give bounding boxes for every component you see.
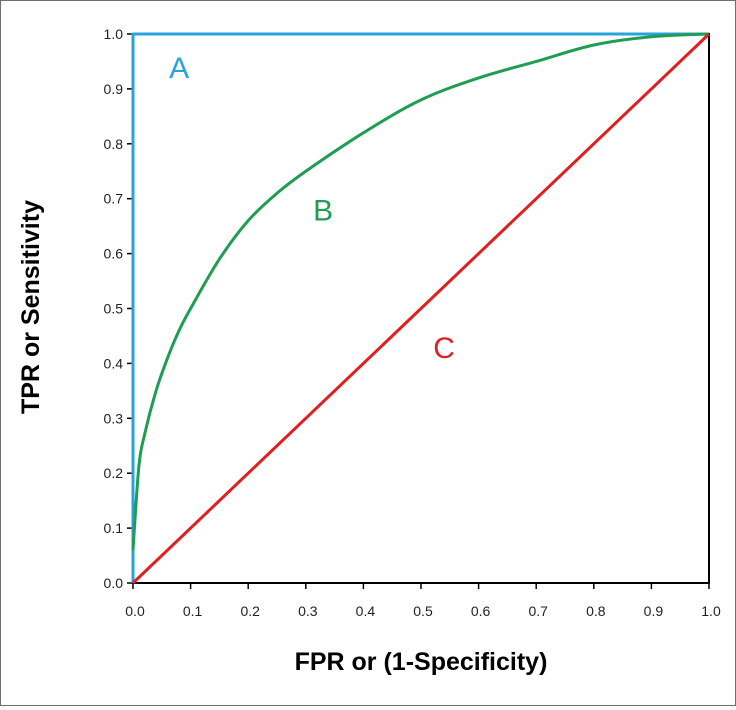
x-tick-label: 0.5 [413, 603, 433, 619]
series-label-a: A [169, 52, 189, 85]
y-tick-label: 0.7 [104, 191, 124, 207]
series-label-c: C [433, 332, 455, 365]
x-tick-label: 0.3 [298, 603, 318, 619]
x-tick-label: 0.2 [240, 603, 260, 619]
series-line-a [131, 32, 709, 583]
x-axis-ticks: 0.0 0.1 0.2 0.3 0.4 0.5 0.6 0.7 0.8 0.9 1.0 [125, 583, 721, 619]
y-tick-label: 0.9 [104, 81, 124, 97]
y-tick-label: 0.5 [104, 301, 124, 317]
series-line-c [131, 32, 711, 585]
y-tick-label: 0.1 [104, 520, 124, 536]
x-tick-label: 0.1 [183, 603, 203, 619]
y-tick-label: 0.3 [104, 410, 124, 426]
y-tick-label: 1.0 [104, 26, 124, 42]
y-tick-label: 0.2 [104, 465, 124, 481]
y-tick-label: 0.8 [104, 136, 124, 152]
y-tick-label: 0.6 [104, 246, 124, 262]
x-tick-label: 0.8 [586, 603, 606, 619]
x-tick-label: 0.6 [471, 603, 491, 619]
y-tick-label: 0.0 [104, 575, 124, 591]
y-axis-ticks: 0.0 0.1 0.2 0.3 0.4 0.5 0.6 0.7 0.8 0.9 1.0 [104, 26, 133, 591]
x-tick-label: 0.0 [125, 603, 145, 619]
x-axis-title: FPR or (1-Specificity) [295, 648, 548, 676]
series-layer: A B C [131, 32, 711, 585]
series-line-b [131, 32, 710, 551]
x-tick-label: 0.9 [644, 603, 664, 619]
x-tick-label: 0.4 [356, 603, 376, 619]
series-label-b: B [313, 195, 333, 228]
x-tick-label: 0.7 [528, 603, 548, 619]
y-axis-title: TPR or Sensitivity [17, 200, 45, 414]
y-tick-label: 0.4 [104, 355, 124, 371]
x-tick-label: 1.0 [701, 603, 721, 619]
